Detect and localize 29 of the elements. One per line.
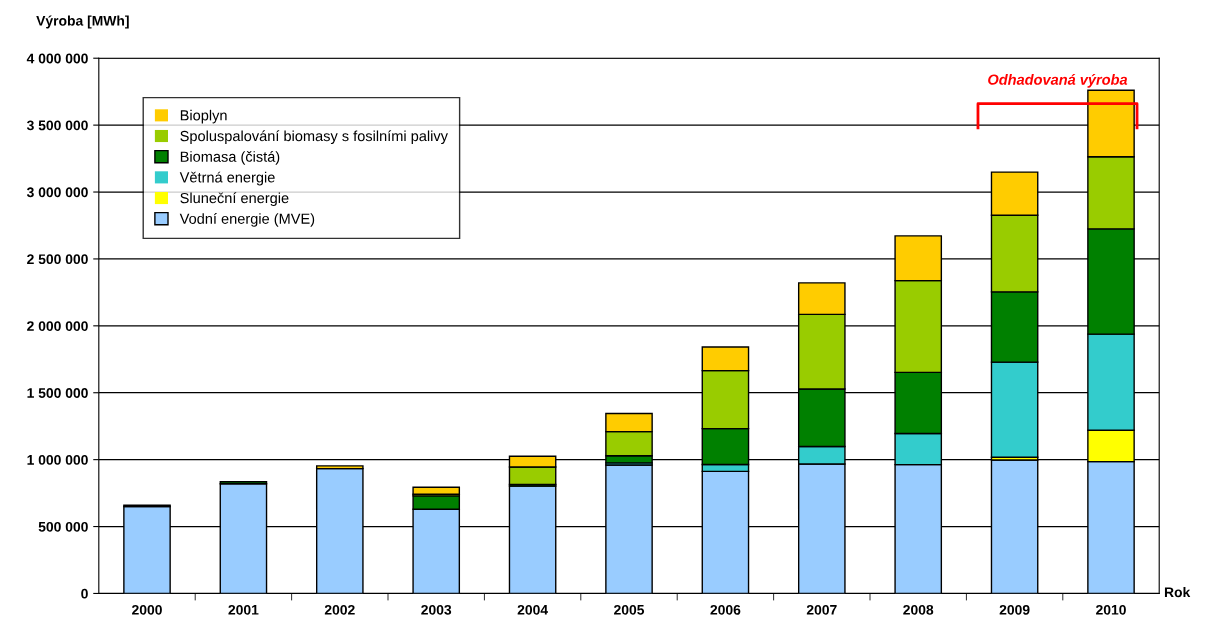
legend-label: Vodní energie (MVE) (179, 212, 315, 227)
x-tick-label: 2003 (421, 604, 452, 615)
y-tick-label: 500 000 (38, 521, 88, 532)
y-tick-label: 3 500 000 (26, 120, 88, 131)
legend-label: Biomasa (čistá) (180, 150, 280, 165)
y-tick-label: 2 500 000 (27, 254, 88, 265)
legend-label: Větrná energie (179, 171, 275, 186)
legend-label: Sluneční energie (180, 192, 289, 207)
y-tick-label: 0 (81, 588, 88, 599)
y-tick-label: 1 500 000 (27, 388, 88, 398)
annotation: Odhadovaná výroba (988, 73, 1128, 88)
x-tick-label: 2004 (517, 604, 548, 615)
legend-label: Bioplyn (180, 109, 227, 124)
x-tick-label: 2000 (132, 604, 162, 615)
x-tick-label: 2010 (1096, 604, 1126, 615)
x-tick-label: 2005 (614, 604, 645, 615)
y-tick-label: 3 000 000 (26, 187, 88, 198)
x-tick-label: 2007 (806, 604, 837, 615)
y-tick-label: 2 000 000 (27, 321, 88, 331)
y-tick-label: 1 000 000 (27, 454, 88, 465)
y-axis-title: Výroba [MWh] (36, 15, 129, 29)
x-axis-title: Rok (1164, 586, 1191, 598)
x-tick-label: 2006 (710, 604, 741, 615)
y-tick-label: 4 000 000 (26, 53, 88, 64)
x-tick-label: 2002 (324, 604, 355, 615)
x-tick-label: 2009 (999, 604, 1030, 615)
legend-label: Spoluspalování biomasy s fosilními palivy (180, 130, 448, 145)
x-tick-label: 2001 (228, 604, 259, 615)
x-tick-label: 2008 (903, 604, 934, 615)
